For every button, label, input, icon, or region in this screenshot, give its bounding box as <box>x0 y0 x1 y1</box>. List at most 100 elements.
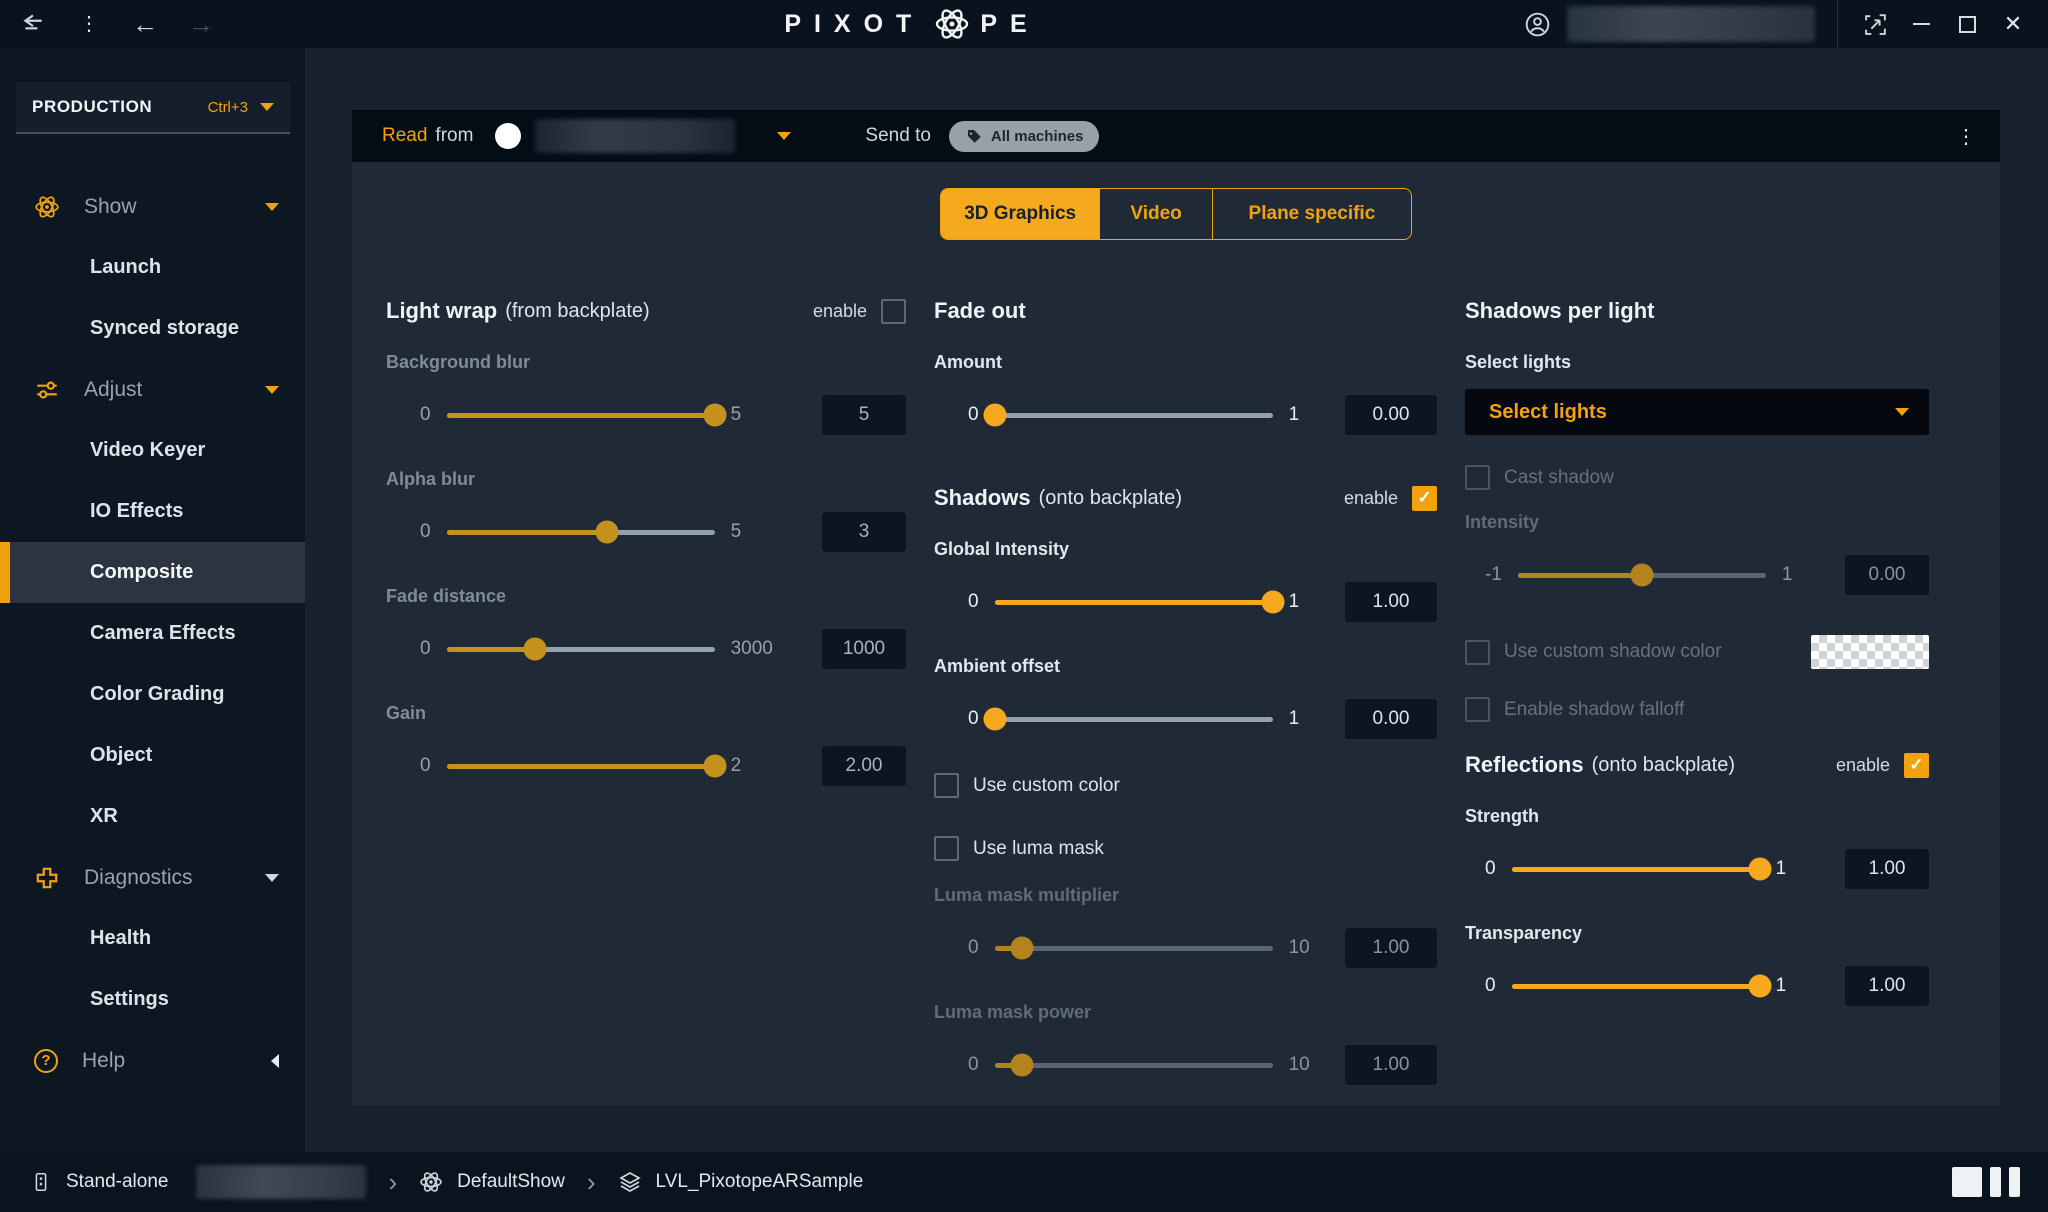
close-button[interactable]: ✕ <box>2003 11 2023 36</box>
machine-breadcrumb[interactable]: Stand-alone <box>30 1165 367 1199</box>
sidebar-item-adjust[interactable]: Adjust <box>0 359 305 420</box>
luma-mask-multiplier-slider[interactable] <box>994 936 1273 960</box>
tab-video[interactable]: Video <box>1099 189 1212 239</box>
ambient-offset-value[interactable]: 0.00 <box>1345 699 1437 739</box>
transparency-slider[interactable] <box>1511 974 1772 998</box>
sidebar-item-synced-storage[interactable]: Synced storage <box>0 298 305 359</box>
slider-max: 1 <box>1775 975 1787 996</box>
sidebar-item-show[interactable]: Show <box>0 176 305 237</box>
user-account-icon[interactable] <box>1524 11 1551 38</box>
slider-min: 0 <box>1485 858 1496 879</box>
forward-arrow-icon[interactable]: → <box>188 9 214 39</box>
cast-shadow-checkbox[interactable] <box>1465 465 1490 490</box>
ambient-offset-slider[interactable] <box>983 707 1273 731</box>
chevron-left-icon <box>271 1053 279 1068</box>
screen-share-icon[interactable] <box>1860 9 1890 39</box>
fade-out-shadows-section: Fade out Amount 0 1 0.00 Shadows (onto b… <box>934 298 1437 1119</box>
use-custom-shadow-color-checkbox[interactable] <box>1465 639 1490 665</box>
use-luma-mask-row: Use luma mask <box>934 836 1437 861</box>
global-intensity-value[interactable]: 1.00 <box>1345 582 1437 622</box>
transparency-value[interactable]: 1.00 <box>1845 966 1929 1006</box>
intensity-slider[interactable] <box>1517 563 1766 587</box>
slider-knob[interactable] <box>983 403 1007 427</box>
shadow-color-swatch[interactable] <box>1811 635 1929 669</box>
back-arrow-icon[interactable]: ← <box>132 9 158 39</box>
light-wrap-subtitle: (from backplate) <box>505 299 650 322</box>
light-wrap-section: Light wrap (from backplate) enable Backg… <box>386 298 906 1119</box>
level-breadcrumb[interactable]: LVL_PixotopeARSample <box>618 1170 863 1194</box>
sidebar-item-object[interactable]: Object <box>0 725 305 786</box>
luma-mask-multiplier-value[interactable]: 1.00 <box>1345 928 1437 968</box>
machine-name-redacted[interactable] <box>535 119 736 153</box>
slider-knob[interactable] <box>983 707 1007 731</box>
gain-slider[interactable] <box>446 754 727 778</box>
chevron-down-icon[interactable] <box>777 132 792 140</box>
collapse-sidebar-icon[interactable] <box>18 9 48 39</box>
sidebar-item-help[interactable]: Help <box>0 1030 305 1091</box>
alpha-blur-slider[interactable] <box>446 520 715 544</box>
all-machines-tag[interactable]: All machines <box>948 120 1100 152</box>
slider-knob[interactable] <box>703 403 727 427</box>
slider-knob[interactable] <box>1630 563 1654 587</box>
statusbar: Stand-alone › DefaultShow › LVL_Pixotope… <box>0 1152 2048 1212</box>
sidebar-item-launch[interactable]: Launch <box>0 237 305 298</box>
slider-knob[interactable] <box>1010 936 1034 960</box>
tab-3d-graphics[interactable]: 3D Graphics <box>941 189 1100 239</box>
sidebar-item-composite[interactable]: Composite <box>0 542 305 603</box>
gain-value[interactable]: 2.00 <box>822 746 906 786</box>
background-blur-value[interactable]: 5 <box>822 395 906 435</box>
slider-knob[interactable] <box>1748 974 1772 998</box>
machine-name-redacted <box>196 1165 367 1199</box>
luma-mask-power-value[interactable]: 1.00 <box>1345 1045 1437 1085</box>
app-logo: PIXOT PE <box>300 6 1524 42</box>
sidebar-item-xr[interactable]: XR <box>0 786 305 847</box>
slider-max: 1 <box>1288 708 1300 729</box>
sidebar-item-video-keyer[interactable]: Video Keyer <box>0 420 305 481</box>
slider-knob[interactable] <box>523 637 547 661</box>
sidebar-item-diagnostics[interactable]: Diagnostics <box>0 847 305 908</box>
strength-slider[interactable] <box>1511 857 1772 881</box>
background-blur-slider[interactable] <box>446 403 727 427</box>
tab-plane-specific[interactable]: Plane specific <box>1211 189 1411 239</box>
mode-selector[interactable]: PRODUCTION Ctrl+3 <box>16 82 290 134</box>
sidebar-group-label: Show <box>84 194 137 218</box>
luma-mask-power-slider[interactable] <box>994 1053 1273 1077</box>
alpha-blur-value[interactable]: 3 <box>822 512 906 552</box>
global-intensity-slider[interactable] <box>994 590 1285 614</box>
sidebar-item-color-grading[interactable]: Color Grading <box>0 664 305 725</box>
amount-slider[interactable] <box>983 403 1273 427</box>
fade-distance-value[interactable]: 1000 <box>822 629 906 669</box>
sidebar-item-settings[interactable]: Settings <box>0 969 305 1030</box>
app-menu-kebab-icon[interactable]: ⋮ <box>79 13 99 35</box>
strength-value[interactable]: 1.00 <box>1845 849 1929 889</box>
sidebar-item-health[interactable]: Health <box>0 908 305 969</box>
shadows-enable-checkbox[interactable] <box>1412 485 1437 511</box>
amount-value[interactable]: 0.00 <box>1345 395 1437 435</box>
enable-shadow-falloff-checkbox[interactable] <box>1465 697 1490 722</box>
show-breadcrumb[interactable]: DefaultShow <box>419 1170 565 1194</box>
intensity-value[interactable]: 0.00 <box>1845 555 1929 595</box>
reflections-enable-checkbox[interactable] <box>1904 752 1929 778</box>
light-wrap-enable-checkbox[interactable] <box>881 298 906 324</box>
slider-knob[interactable] <box>595 520 619 544</box>
slider-knob[interactable] <box>1748 857 1772 881</box>
maximize-button[interactable] <box>1952 9 1982 39</box>
slider-knob[interactable] <box>703 754 727 778</box>
enable-label: enable <box>812 300 867 321</box>
select-lights-dropdown[interactable]: Select lights <box>1465 389 1929 435</box>
layout-main-pane-button[interactable] <box>1952 1167 1982 1197</box>
layout-side-pane-button-1[interactable] <box>1990 1167 2001 1197</box>
sidebar-item-camera-effects[interactable]: Camera Effects <box>0 603 305 664</box>
use-custom-color-checkbox[interactable] <box>934 773 959 798</box>
use-luma-mask-checkbox[interactable] <box>934 836 959 861</box>
slider-knob[interactable] <box>1261 590 1285 614</box>
slider-min: 0 <box>1485 975 1496 996</box>
sidebar-item-label: Launch <box>90 256 162 278</box>
sidebar-item-io-effects[interactable]: IO Effects <box>0 481 305 542</box>
fade-distance-slider[interactable] <box>446 637 715 661</box>
slider-knob[interactable] <box>1010 1053 1034 1077</box>
minimize-button[interactable] <box>1906 9 1936 39</box>
logo-text-left: PIXOT <box>784 9 925 38</box>
toolbar-kebab-icon[interactable]: ⋮ <box>1956 125 1976 148</box>
layout-side-pane-button-2[interactable] <box>2009 1167 2020 1197</box>
